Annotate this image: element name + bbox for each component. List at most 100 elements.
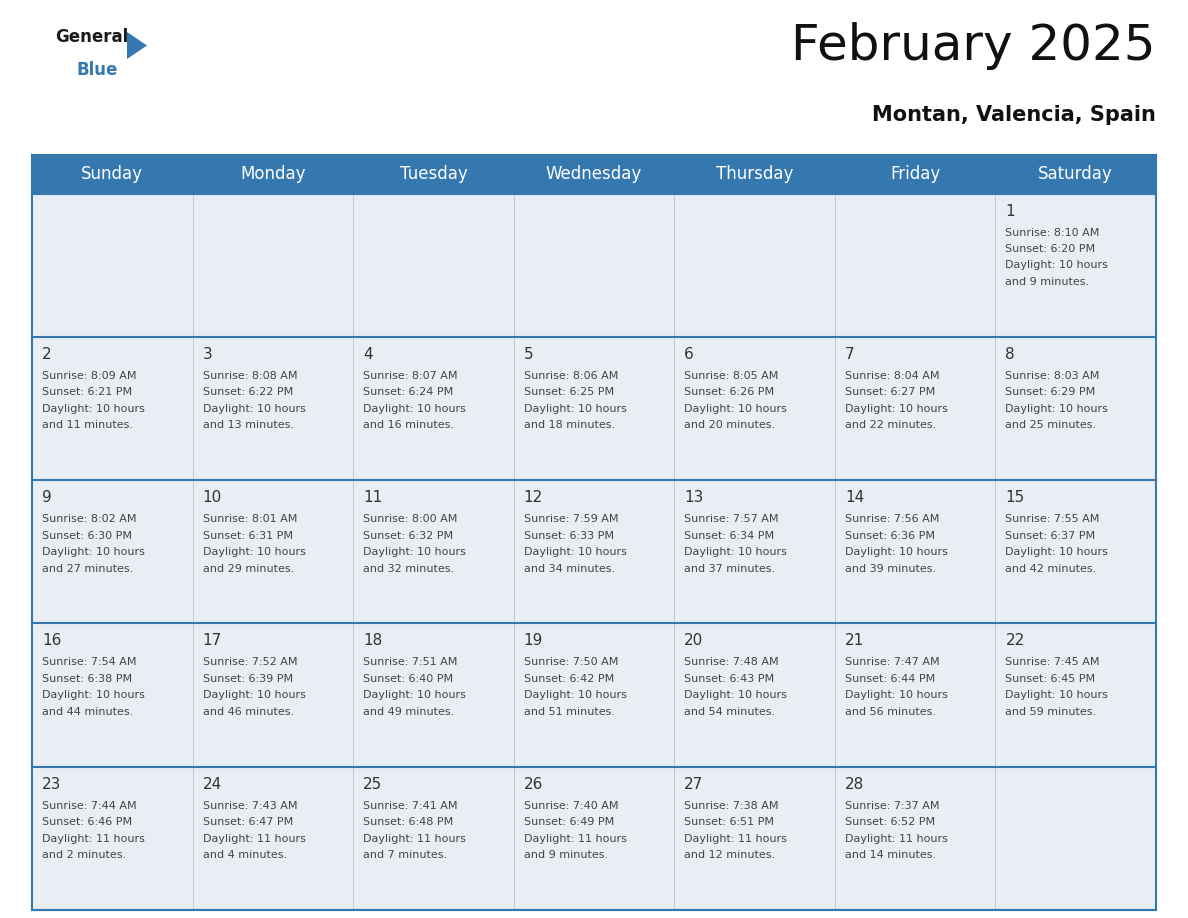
Text: and 12 minutes.: and 12 minutes. xyxy=(684,850,776,860)
Text: Friday: Friday xyxy=(890,165,940,184)
Bar xyxy=(353,480,513,623)
Text: Sunrise: 7:41 AM: Sunrise: 7:41 AM xyxy=(364,800,457,811)
Text: and 11 minutes.: and 11 minutes. xyxy=(42,420,133,431)
Text: Sunrise: 7:55 AM: Sunrise: 7:55 AM xyxy=(1005,514,1100,524)
Text: Daylight: 10 hours: Daylight: 10 hours xyxy=(524,547,626,557)
Text: and 34 minutes.: and 34 minutes. xyxy=(524,564,615,574)
Text: 11: 11 xyxy=(364,490,383,505)
Text: Tuesday: Tuesday xyxy=(399,165,467,184)
Text: Sunrise: 8:09 AM: Sunrise: 8:09 AM xyxy=(42,371,137,381)
Text: Daylight: 10 hours: Daylight: 10 hours xyxy=(524,690,626,700)
Text: Sunset: 6:26 PM: Sunset: 6:26 PM xyxy=(684,387,775,397)
Text: and 44 minutes.: and 44 minutes. xyxy=(42,707,133,717)
Text: Sunrise: 8:10 AM: Sunrise: 8:10 AM xyxy=(1005,228,1100,238)
Text: Daylight: 10 hours: Daylight: 10 hours xyxy=(42,690,145,700)
Text: and 42 minutes.: and 42 minutes. xyxy=(1005,564,1097,574)
Text: 12: 12 xyxy=(524,490,543,505)
Bar xyxy=(513,767,675,910)
Text: and 29 minutes.: and 29 minutes. xyxy=(203,564,293,574)
Text: Daylight: 11 hours: Daylight: 11 hours xyxy=(42,834,145,844)
Text: Sunset: 6:33 PM: Sunset: 6:33 PM xyxy=(524,531,614,541)
Text: Sunset: 6:24 PM: Sunset: 6:24 PM xyxy=(364,387,454,397)
Text: Sunset: 6:30 PM: Sunset: 6:30 PM xyxy=(42,531,132,541)
Text: Daylight: 10 hours: Daylight: 10 hours xyxy=(845,547,948,557)
Text: and 32 minutes.: and 32 minutes. xyxy=(364,564,454,574)
Bar xyxy=(996,337,1156,480)
Text: 19: 19 xyxy=(524,633,543,648)
Text: 25: 25 xyxy=(364,777,383,791)
Text: Sunset: 6:52 PM: Sunset: 6:52 PM xyxy=(845,817,935,827)
Bar xyxy=(675,480,835,623)
Text: Daylight: 10 hours: Daylight: 10 hours xyxy=(845,690,948,700)
Text: Daylight: 10 hours: Daylight: 10 hours xyxy=(684,690,788,700)
Text: and 4 minutes.: and 4 minutes. xyxy=(203,850,286,860)
Text: Sunrise: 8:06 AM: Sunrise: 8:06 AM xyxy=(524,371,618,381)
Text: Sunrise: 7:54 AM: Sunrise: 7:54 AM xyxy=(42,657,137,667)
Text: Sunset: 6:36 PM: Sunset: 6:36 PM xyxy=(845,531,935,541)
Bar xyxy=(32,155,1156,194)
Text: and 16 minutes.: and 16 minutes. xyxy=(364,420,454,431)
Bar xyxy=(32,194,192,337)
Text: Sunrise: 7:37 AM: Sunrise: 7:37 AM xyxy=(845,800,940,811)
Text: Daylight: 10 hours: Daylight: 10 hours xyxy=(364,404,466,414)
Text: and 7 minutes.: and 7 minutes. xyxy=(364,850,447,860)
Bar xyxy=(513,337,675,480)
Text: Blue: Blue xyxy=(77,61,119,79)
Bar xyxy=(835,623,996,767)
Text: 26: 26 xyxy=(524,777,543,791)
Bar xyxy=(835,767,996,910)
Text: and 9 minutes.: and 9 minutes. xyxy=(1005,277,1089,287)
Bar xyxy=(513,623,675,767)
Text: Sunrise: 8:04 AM: Sunrise: 8:04 AM xyxy=(845,371,940,381)
Text: 15: 15 xyxy=(1005,490,1025,505)
Text: 14: 14 xyxy=(845,490,864,505)
Text: Sunset: 6:34 PM: Sunset: 6:34 PM xyxy=(684,531,775,541)
Text: Montan, Valencia, Spain: Montan, Valencia, Spain xyxy=(872,105,1156,125)
Bar xyxy=(996,623,1156,767)
Bar xyxy=(32,155,1156,910)
Text: Sunrise: 7:52 AM: Sunrise: 7:52 AM xyxy=(203,657,297,667)
Text: Sunset: 6:45 PM: Sunset: 6:45 PM xyxy=(1005,674,1095,684)
Text: Sunrise: 8:07 AM: Sunrise: 8:07 AM xyxy=(364,371,457,381)
Text: Daylight: 10 hours: Daylight: 10 hours xyxy=(1005,404,1108,414)
Text: and 56 minutes.: and 56 minutes. xyxy=(845,707,936,717)
Text: Sunset: 6:46 PM: Sunset: 6:46 PM xyxy=(42,817,132,827)
Text: 13: 13 xyxy=(684,490,703,505)
Bar xyxy=(32,337,192,480)
Text: Sunrise: 7:59 AM: Sunrise: 7:59 AM xyxy=(524,514,618,524)
Bar xyxy=(32,767,192,910)
Text: Daylight: 10 hours: Daylight: 10 hours xyxy=(364,690,466,700)
Bar xyxy=(996,480,1156,623)
Text: Daylight: 10 hours: Daylight: 10 hours xyxy=(1005,547,1108,557)
Text: 16: 16 xyxy=(42,633,62,648)
Text: Sunrise: 7:50 AM: Sunrise: 7:50 AM xyxy=(524,657,618,667)
Text: Sunset: 6:43 PM: Sunset: 6:43 PM xyxy=(684,674,775,684)
Text: Daylight: 11 hours: Daylight: 11 hours xyxy=(524,834,626,844)
Text: and 14 minutes.: and 14 minutes. xyxy=(845,850,936,860)
Text: Sunset: 6:40 PM: Sunset: 6:40 PM xyxy=(364,674,454,684)
Text: 8: 8 xyxy=(1005,347,1015,362)
Text: 28: 28 xyxy=(845,777,864,791)
Text: Sunset: 6:44 PM: Sunset: 6:44 PM xyxy=(845,674,935,684)
Bar xyxy=(675,337,835,480)
Bar xyxy=(192,767,353,910)
Text: Sunset: 6:51 PM: Sunset: 6:51 PM xyxy=(684,817,775,827)
Text: and 59 minutes.: and 59 minutes. xyxy=(1005,707,1097,717)
Text: Daylight: 10 hours: Daylight: 10 hours xyxy=(203,690,305,700)
Text: Thursday: Thursday xyxy=(716,165,794,184)
Text: Daylight: 10 hours: Daylight: 10 hours xyxy=(1005,261,1108,271)
Text: Sunrise: 8:05 AM: Sunrise: 8:05 AM xyxy=(684,371,778,381)
Bar xyxy=(353,623,513,767)
Text: Sunset: 6:37 PM: Sunset: 6:37 PM xyxy=(1005,531,1095,541)
Text: Sunrise: 7:47 AM: Sunrise: 7:47 AM xyxy=(845,657,940,667)
Bar xyxy=(513,194,675,337)
Text: Daylight: 10 hours: Daylight: 10 hours xyxy=(1005,690,1108,700)
Text: 1: 1 xyxy=(1005,204,1015,218)
Text: 3: 3 xyxy=(203,347,213,362)
Text: Sunset: 6:42 PM: Sunset: 6:42 PM xyxy=(524,674,614,684)
Text: and 54 minutes.: and 54 minutes. xyxy=(684,707,776,717)
Text: Sunrise: 8:03 AM: Sunrise: 8:03 AM xyxy=(1005,371,1100,381)
Bar xyxy=(996,194,1156,337)
Text: 24: 24 xyxy=(203,777,222,791)
Text: and 46 minutes.: and 46 minutes. xyxy=(203,707,293,717)
